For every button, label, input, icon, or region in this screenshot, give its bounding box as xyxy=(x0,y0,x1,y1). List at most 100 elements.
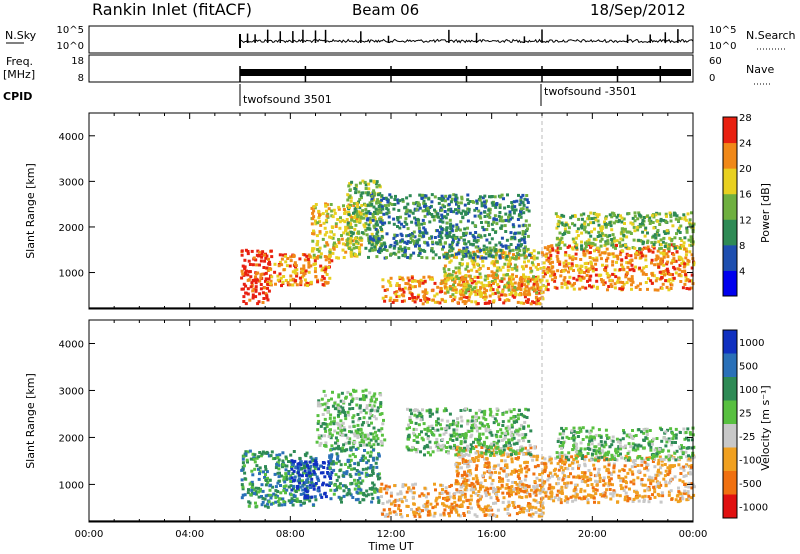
echo-cell xyxy=(400,515,404,519)
echo-cell xyxy=(535,256,539,260)
echo-cell xyxy=(334,461,338,465)
echo-cell xyxy=(528,492,532,496)
echo-cell xyxy=(450,273,454,277)
echo-cell xyxy=(318,230,322,234)
echo-cell xyxy=(486,213,490,217)
echo-cell xyxy=(470,281,474,285)
echo-cell xyxy=(469,459,472,463)
echo-cell xyxy=(335,452,339,456)
echo-cell xyxy=(372,189,376,193)
echo-cell xyxy=(667,249,671,253)
echo-cell xyxy=(454,421,458,425)
echo-cell xyxy=(240,496,244,500)
echo-cell xyxy=(503,507,507,511)
echo-cell xyxy=(395,283,399,287)
echo-cell xyxy=(453,285,457,289)
echo-cell xyxy=(278,272,282,276)
echo-cell xyxy=(369,409,373,413)
echo-cell xyxy=(438,444,442,448)
echo-cell xyxy=(649,279,653,283)
echo-cell xyxy=(530,286,534,290)
echo-cell xyxy=(495,435,499,439)
echo-cell xyxy=(411,234,415,238)
echo-cell xyxy=(401,287,405,291)
echo-cell xyxy=(352,216,356,220)
echo-cell xyxy=(495,273,498,277)
echo-cell xyxy=(365,494,368,498)
echo-cell xyxy=(584,230,588,234)
echo-cell xyxy=(474,456,478,460)
echo-cell xyxy=(377,217,381,221)
echo-cell xyxy=(334,441,337,445)
echo-cell xyxy=(532,454,536,458)
echo-cell xyxy=(484,274,488,278)
echo-cell xyxy=(341,400,345,404)
echo-cell xyxy=(633,219,637,223)
echo-cell xyxy=(324,394,327,398)
echo-cell xyxy=(662,230,666,234)
echo-cell xyxy=(403,253,407,257)
echo-cell xyxy=(435,423,438,427)
echo-cell xyxy=(547,260,551,263)
echo-cell xyxy=(243,265,247,269)
echo-cell xyxy=(580,217,584,221)
echo-cell xyxy=(329,236,333,240)
echo-cell xyxy=(455,211,459,215)
echo-cell xyxy=(488,465,491,469)
echo-cell xyxy=(567,270,570,274)
echo-cell xyxy=(445,424,449,428)
echo-cell xyxy=(521,276,525,280)
echo-cell xyxy=(529,488,533,492)
echo-cell xyxy=(483,412,487,416)
echo-cell xyxy=(373,248,377,252)
echo-cell xyxy=(440,227,444,231)
echo-cell xyxy=(519,301,523,305)
echo-cell xyxy=(524,279,528,283)
echo-cell xyxy=(606,275,610,279)
echo-cell xyxy=(464,486,468,489)
echo-cell xyxy=(376,212,380,216)
echo-cell xyxy=(445,491,449,495)
echo-cell xyxy=(342,489,346,493)
echo-cell xyxy=(633,214,637,218)
echo-cell xyxy=(531,263,535,267)
echo-cell xyxy=(324,429,328,433)
echo-cell xyxy=(416,240,420,244)
echo-cell xyxy=(513,420,516,424)
echo-cell xyxy=(533,279,537,283)
echo-cell xyxy=(423,486,427,490)
echo-cell xyxy=(471,200,475,203)
echo-cell xyxy=(500,431,504,435)
echo-cell xyxy=(509,243,513,246)
echo-cell xyxy=(425,501,429,505)
echo-cell xyxy=(481,225,485,229)
echo-cell xyxy=(381,512,385,516)
echo-cell xyxy=(426,429,430,433)
echo-cell xyxy=(244,452,248,456)
echo-cell xyxy=(492,217,496,221)
echo-cell xyxy=(441,438,445,441)
echo-cell xyxy=(509,256,513,260)
echo-cell xyxy=(528,506,532,510)
echo-cell xyxy=(519,209,522,213)
echo-cell xyxy=(540,278,544,282)
echo-cell xyxy=(426,492,430,496)
echo-cell xyxy=(261,450,265,454)
echo-cell xyxy=(454,229,458,232)
echo-cell xyxy=(358,417,362,420)
echo-cell xyxy=(312,484,316,488)
echo-cell xyxy=(346,436,350,440)
echo-cell xyxy=(327,266,330,269)
echo-cell xyxy=(653,240,657,244)
echo-cell xyxy=(287,460,290,463)
echo-cell xyxy=(337,406,341,410)
echo-cell xyxy=(309,280,313,284)
echo-cell xyxy=(361,458,365,462)
echo-cell xyxy=(583,247,587,251)
echo-cell xyxy=(523,435,527,439)
echo-cell xyxy=(473,513,477,517)
echo-cell xyxy=(257,477,261,481)
echo-cell xyxy=(562,264,566,268)
echo-cell xyxy=(462,433,466,437)
echo-cell xyxy=(500,236,504,240)
